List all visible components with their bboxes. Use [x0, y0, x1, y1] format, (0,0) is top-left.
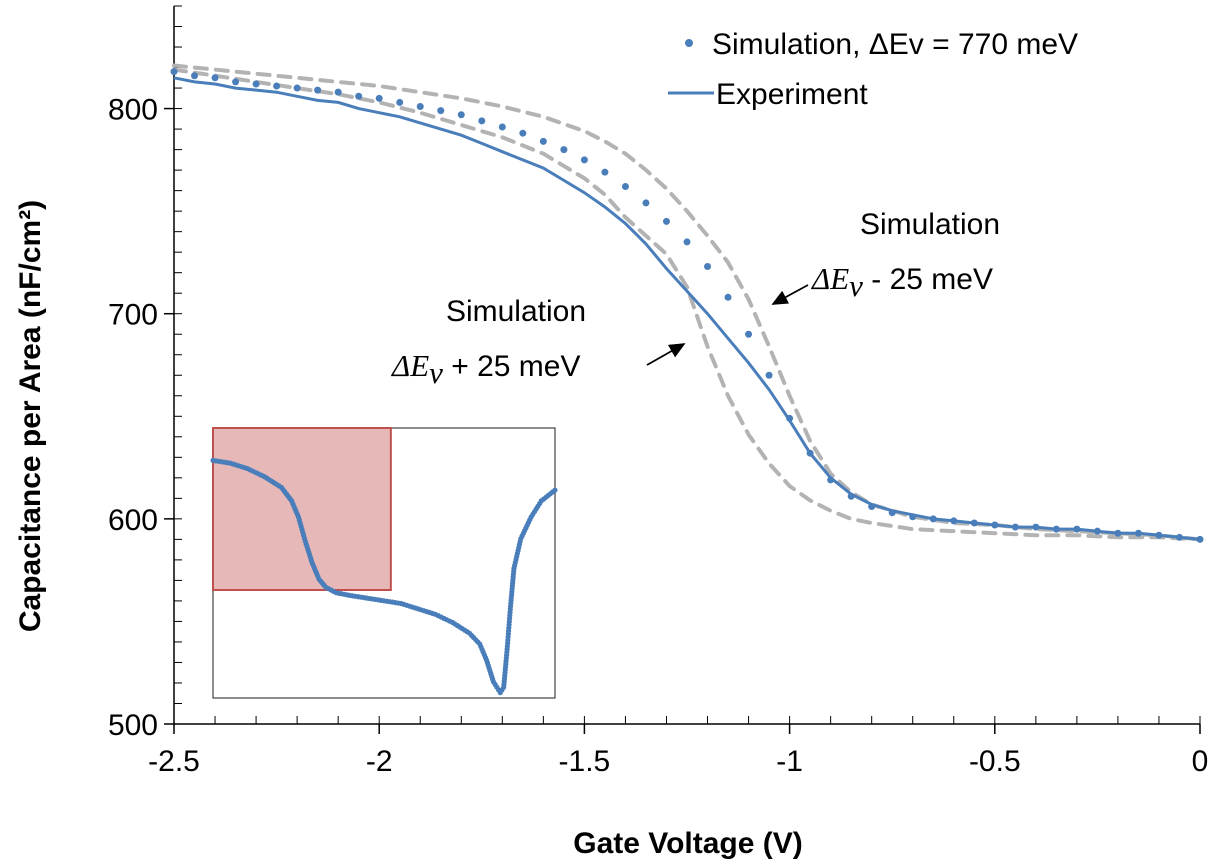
- y-tick-label: 600: [108, 504, 158, 537]
- x-tick-label: -1.5: [559, 745, 611, 778]
- sim-point: [683, 238, 691, 246]
- y-tick-label: 800: [108, 94, 158, 127]
- sim-point: [416, 103, 424, 111]
- x-tick-label: -2: [366, 745, 393, 778]
- sim-point: [170, 68, 178, 76]
- annotations: Simulation ΔEv - 25 meV Simulation ΔEv + 25…: [390, 208, 1000, 390]
- sim-point: [293, 84, 301, 92]
- y-axis-title: Capacitance per Area (nF/cm²): [14, 200, 47, 632]
- sim-point: [539, 137, 547, 145]
- sim-point: [334, 88, 342, 96]
- sim-point: [745, 330, 753, 338]
- axes: -2.5 -2 -1.5 -1 -0.5 0 500 600 700 800: [108, 5, 1209, 778]
- x-tick-label: -1: [776, 745, 803, 778]
- legend: Simulation, ΔEv = 770 meV Experiment: [668, 28, 1078, 111]
- sim-point: [621, 183, 629, 191]
- sim-point: [519, 129, 527, 137]
- legend-label-experiment: Experiment: [716, 78, 868, 111]
- sim-point: [355, 92, 363, 100]
- y-tick-label: 500: [108, 709, 158, 742]
- sim-point: [478, 117, 486, 125]
- x-tick-label: -2.5: [148, 745, 200, 778]
- sim-point: [704, 263, 712, 271]
- x-tick-label: 0: [1192, 745, 1209, 778]
- annotation-plus-label: ΔEv + 25 meV: [390, 348, 580, 390]
- sim-point: [601, 168, 609, 176]
- annotation-minus-label: ΔEv - 25 meV: [810, 261, 993, 303]
- legend-marker-simulation: [685, 39, 693, 47]
- annotation-minus-arrow: [771, 284, 809, 305]
- series-sim-bound-2: [172, 67, 1202, 542]
- y-tick-label: 700: [108, 299, 158, 332]
- sim-point: [724, 293, 732, 301]
- legend-label-simulation: Simulation, ΔEv = 770 meV: [712, 28, 1078, 61]
- annotation-plus-arrow: [646, 343, 686, 366]
- annotation-minus-title: Simulation: [860, 208, 1000, 241]
- inset-plot: [210, 427, 558, 699]
- sim-point: [252, 80, 260, 88]
- sim-point: [498, 123, 506, 131]
- sim-point: [191, 72, 199, 80]
- sim-point: [642, 199, 650, 207]
- sim-point: [560, 146, 568, 154]
- sim-point: [765, 371, 773, 379]
- sim-point: [457, 111, 465, 119]
- annotation-plus-title: Simulation: [446, 295, 586, 328]
- x-axis-title: Gate Voltage (V): [573, 827, 802, 860]
- sim-point: [580, 156, 588, 164]
- sim-point: [211, 74, 219, 82]
- series-experiment-line: [173, 76, 1201, 541]
- sim-point: [232, 78, 240, 86]
- sim-point: [273, 82, 281, 90]
- sim-point: [662, 217, 670, 225]
- plot-area: [170, 63, 1204, 543]
- sim-point: [375, 94, 383, 102]
- sim-point: [437, 107, 445, 115]
- inset-line: [212, 459, 556, 695]
- sim-point: [314, 86, 322, 94]
- sim-point: [396, 98, 404, 106]
- x-tick-label: -0.5: [969, 745, 1021, 778]
- inset-highlight-box: [212, 427, 392, 591]
